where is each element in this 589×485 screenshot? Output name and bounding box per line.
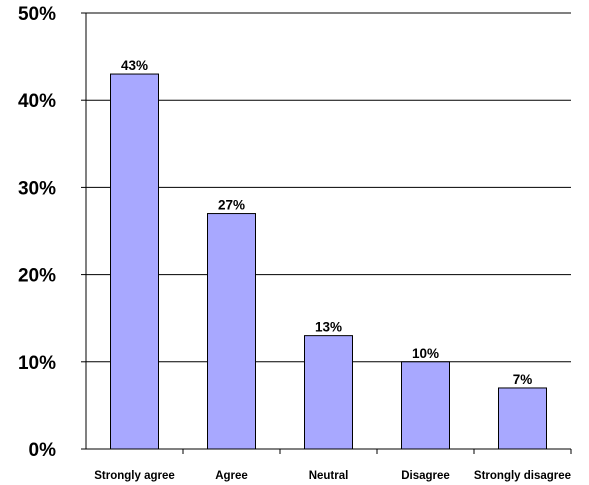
y-tick-label: 50% xyxy=(18,4,56,25)
bar xyxy=(304,335,353,450)
data-label: 7% xyxy=(513,372,533,387)
bars xyxy=(110,73,547,450)
gridlines xyxy=(86,12,571,363)
bar xyxy=(498,387,547,450)
x-category-label: Strongly agree xyxy=(94,470,175,482)
y-tick-label: 10% xyxy=(18,353,56,374)
data-label: 27% xyxy=(218,198,245,213)
y-tick-label: 0% xyxy=(29,440,57,461)
data-label: 43% xyxy=(121,58,148,73)
axes xyxy=(81,12,572,454)
y-tick-label: 20% xyxy=(18,266,56,287)
x-category-label: Neutral xyxy=(309,470,349,482)
y-tick-label: 40% xyxy=(18,91,56,112)
bar xyxy=(207,213,256,450)
data-label: 13% xyxy=(315,320,342,335)
labels: 0% 10% 20% 30% 40% 50% 43% Strongly agree 27% Agr… xyxy=(18,4,571,482)
x-category-label: Disagree xyxy=(401,470,450,482)
x-category-label: Strongly disagree xyxy=(474,470,571,482)
data-label: 10% xyxy=(412,346,439,361)
bar xyxy=(401,361,450,450)
y-tick-label: 30% xyxy=(18,178,56,199)
x-category-label: Agree xyxy=(215,470,248,482)
bar xyxy=(110,73,159,450)
